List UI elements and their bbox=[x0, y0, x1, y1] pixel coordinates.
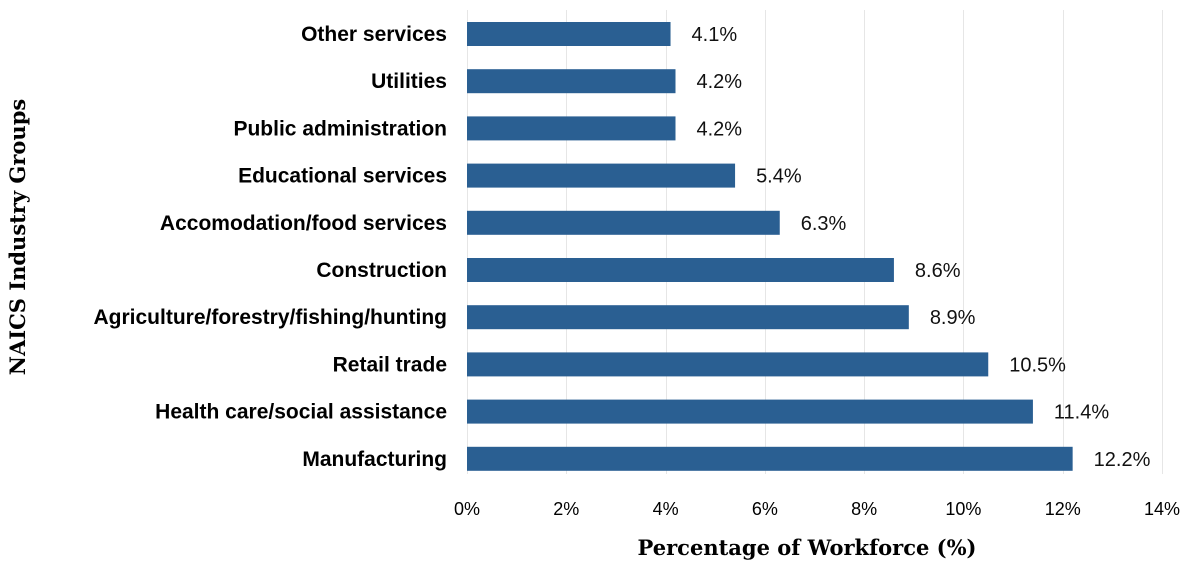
x-tick-label: 4% bbox=[653, 499, 679, 519]
value-label: 4.1% bbox=[692, 24, 738, 46]
bar bbox=[467, 163, 736, 188]
value-label: 10.5% bbox=[1009, 354, 1066, 376]
category-label: Health care/social assistance bbox=[155, 401, 447, 424]
value-label: 12.2% bbox=[1094, 449, 1151, 471]
category-label: Other services bbox=[301, 23, 447, 46]
category-label: Utilities bbox=[371, 70, 447, 93]
value-label: 6.3% bbox=[801, 213, 847, 235]
bar bbox=[467, 446, 1073, 471]
bar bbox=[467, 305, 909, 330]
bar bbox=[467, 399, 1033, 424]
x-tick-label: 6% bbox=[752, 499, 778, 519]
x-tick-label: 8% bbox=[851, 499, 877, 519]
x-tick-label: 12% bbox=[1045, 499, 1081, 519]
bar bbox=[467, 22, 671, 46]
value-label: 4.2% bbox=[697, 118, 743, 140]
category-label: Accomodation/food services bbox=[160, 212, 447, 235]
value-labels: 4.1% 4.2% 4.2% 5.4% 6.3% 8.6% 8.9% 10.5% 11.4% 12… bbox=[692, 24, 1151, 471]
x-tick-label: 14% bbox=[1144, 499, 1180, 519]
value-label: 11.4% bbox=[1054, 402, 1109, 424]
value-label: 8.9% bbox=[930, 307, 976, 329]
category-label: Public administration bbox=[233, 117, 447, 140]
bar bbox=[467, 116, 676, 141]
value-label: 5.4% bbox=[756, 166, 802, 188]
x-tick-label: 0% bbox=[454, 499, 480, 519]
value-label: 8.6% bbox=[915, 260, 961, 282]
bar bbox=[467, 210, 780, 235]
category-label: Retail trade bbox=[333, 353, 447, 376]
bar bbox=[467, 352, 989, 377]
category-label: Agriculture/forestry/fishing/hunting bbox=[93, 306, 447, 329]
category-label: Educational services bbox=[238, 165, 447, 188]
bar bbox=[467, 258, 894, 282]
category-labels: Other services Utilities Public administra… bbox=[93, 23, 447, 471]
category-label: Construction bbox=[316, 259, 447, 282]
category-label: Manufacturing bbox=[302, 448, 447, 471]
x-tick-labels: 0% 2% 4% 6% 8% 10% 12% 14% bbox=[454, 499, 1180, 519]
x-tick-label: 10% bbox=[945, 499, 981, 519]
bars bbox=[467, 22, 1073, 471]
value-label: 4.2% bbox=[697, 71, 743, 93]
x-axis-title: Percentage of Workforce (%) bbox=[638, 535, 977, 560]
x-tick-label: 2% bbox=[553, 499, 579, 519]
y-axis-title: NAICS Industry Groups bbox=[5, 99, 30, 375]
bar bbox=[467, 69, 676, 94]
